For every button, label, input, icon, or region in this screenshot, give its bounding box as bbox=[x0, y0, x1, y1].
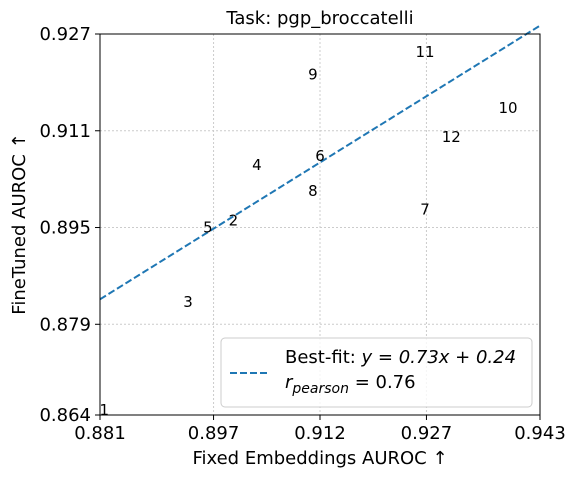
y-tick-label: 0.927 bbox=[39, 24, 91, 45]
legend-r-subscript: pearson bbox=[291, 381, 349, 397]
legend: Best-fit: y = 0.73x + 0.24 rpearson = 0.… bbox=[220, 337, 533, 408]
point-label-3: 3 bbox=[183, 293, 193, 311]
point-label-7: 7 bbox=[420, 200, 430, 218]
legend-fit-entry: Best-fit: y = 0.73x + 0.24 bbox=[285, 347, 516, 368]
x-tick-label: 0.927 bbox=[401, 423, 453, 444]
point-label-4: 4 bbox=[252, 156, 262, 174]
legend-r-entry: rpearson = 0.76 bbox=[285, 372, 416, 397]
chart-title: Task: pgp_broccatelli bbox=[225, 8, 413, 29]
y-tick-label: 0.879 bbox=[39, 314, 91, 335]
point-label-2: 2 bbox=[229, 211, 239, 229]
point-label-1: 1 bbox=[99, 401, 109, 419]
y-tick-label: 0.864 bbox=[39, 405, 91, 426]
y-axis-label: FineTuned AUROC ↑ bbox=[9, 133, 30, 314]
x-tick-label: 0.897 bbox=[188, 423, 240, 444]
legend-fit-prefix: Best-fit: bbox=[285, 347, 362, 368]
point-label-9: 9 bbox=[308, 66, 318, 84]
x-axis-ticks: 0.881 0.897 0.912 0.927 0.943 bbox=[74, 415, 566, 444]
point-label-6: 6 bbox=[315, 147, 325, 165]
fit-line-group bbox=[99, 24, 541, 301]
legend-fit-equation: y = 0.73x + 0.24 bbox=[361, 347, 517, 368]
legend-r-value: = 0.76 bbox=[349, 372, 416, 393]
point-label-10: 10 bbox=[499, 99, 518, 117]
x-tick-label: 0.943 bbox=[514, 423, 566, 444]
legend-r-symbol: r bbox=[285, 372, 294, 393]
y-tick-label: 0.911 bbox=[39, 121, 91, 142]
x-tick-label: 0.912 bbox=[294, 423, 346, 444]
point-label-11: 11 bbox=[415, 43, 434, 61]
point-label-12: 12 bbox=[442, 128, 461, 146]
x-axis-label: Fixed Embeddings AUROC ↑ bbox=[192, 448, 447, 469]
y-tick-label: 0.895 bbox=[39, 218, 91, 239]
point-label-8: 8 bbox=[308, 182, 318, 200]
y-axis-ticks: 0.864 0.879 0.895 0.911 0.927 bbox=[39, 24, 100, 426]
fit-line bbox=[99, 24, 541, 301]
point-label-5: 5 bbox=[203, 219, 213, 237]
x-tick-label: 0.881 bbox=[74, 423, 126, 444]
legend-box bbox=[220, 337, 533, 408]
